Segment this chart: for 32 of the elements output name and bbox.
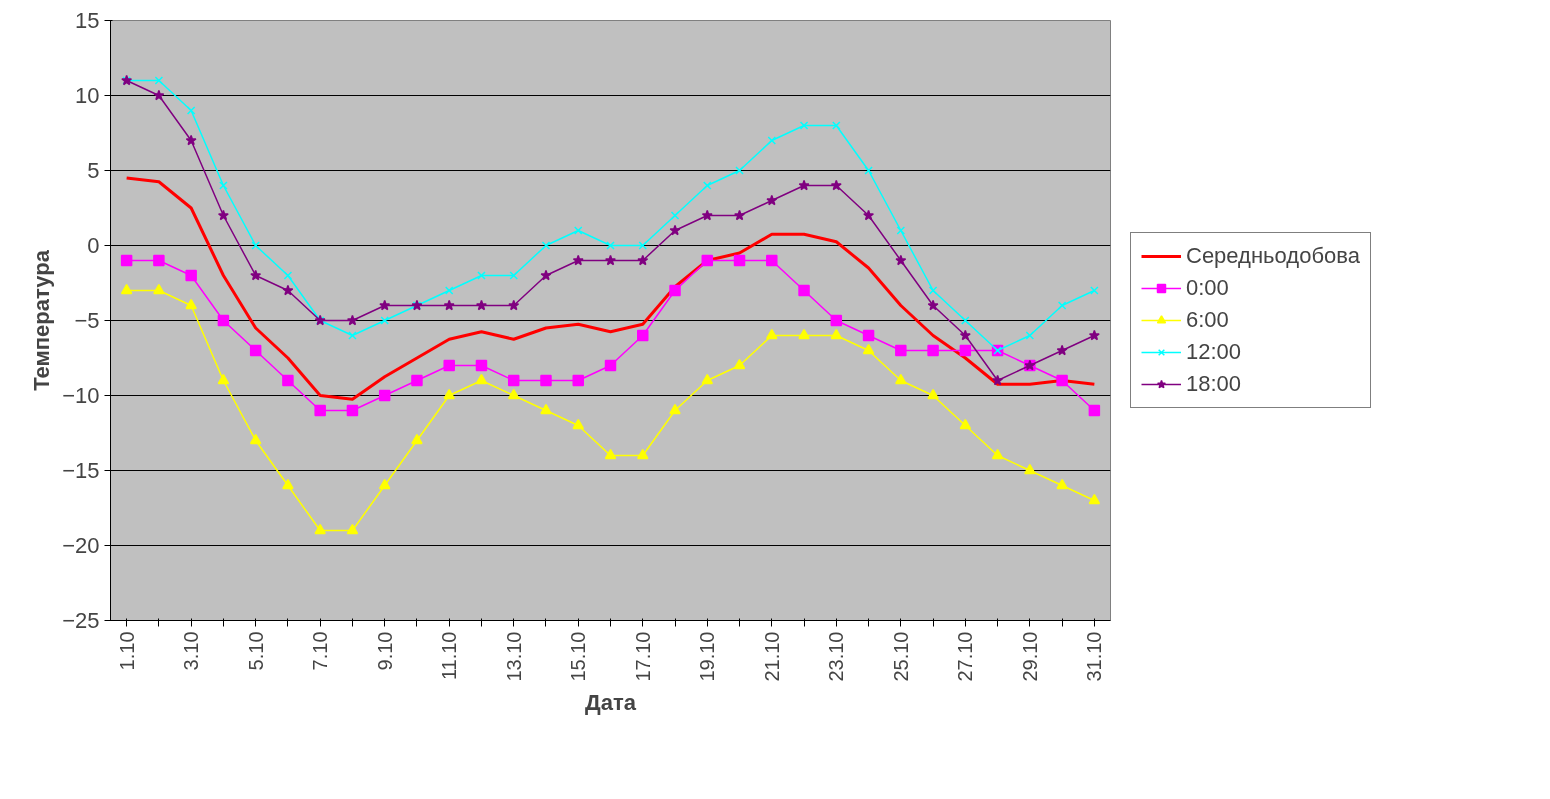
- y-axis-title: Температура: [29, 249, 55, 391]
- x-tick-label: 5.10: [244, 631, 267, 671]
- legend-label: Середньодобова: [1186, 243, 1360, 269]
- x-tick-label: 15.10: [567, 631, 590, 682]
- y-tick-label: −5: [74, 308, 100, 333]
- x-tick-label: 19.10: [696, 631, 719, 682]
- x-tick-label: 3.10: [180, 631, 203, 671]
- y-tick-label: 0: [87, 233, 100, 258]
- y-tick-label: 15: [75, 8, 100, 33]
- x-tick-label: 17.10: [631, 631, 654, 682]
- x-tick-label: 9.10: [373, 631, 396, 671]
- legend-label: 18:00: [1186, 371, 1242, 397]
- x-tick-label: 25.10: [889, 631, 912, 682]
- y-tick-label: −25: [62, 608, 100, 633]
- x-tick-label: 29.10: [1018, 631, 1041, 682]
- y-tick-label: −10: [62, 383, 100, 408]
- y-tick-label: 10: [75, 83, 100, 108]
- y-tick-label: 5: [87, 158, 100, 183]
- x-tick-label: 23.10: [825, 631, 848, 682]
- x-tick-label: 7.10: [309, 631, 332, 671]
- legend-label: 12:00: [1186, 339, 1242, 365]
- legend-label: 0:00: [1186, 275, 1229, 301]
- legend-label: 6:00: [1186, 307, 1229, 333]
- y-tick-label: −15: [62, 458, 100, 483]
- y-tick-label: −20: [62, 533, 100, 558]
- x-tick-label: 27.10: [954, 631, 977, 682]
- x-axis-title: Дата: [585, 689, 637, 715]
- x-tick-label: 21.10: [760, 631, 783, 682]
- x-tick-label: 11.10: [438, 631, 461, 681]
- x-tick-label: 13.10: [502, 631, 525, 682]
- x-tick-label: 31.10: [1083, 631, 1106, 682]
- x-tick-label: 1.10: [115, 631, 138, 671]
